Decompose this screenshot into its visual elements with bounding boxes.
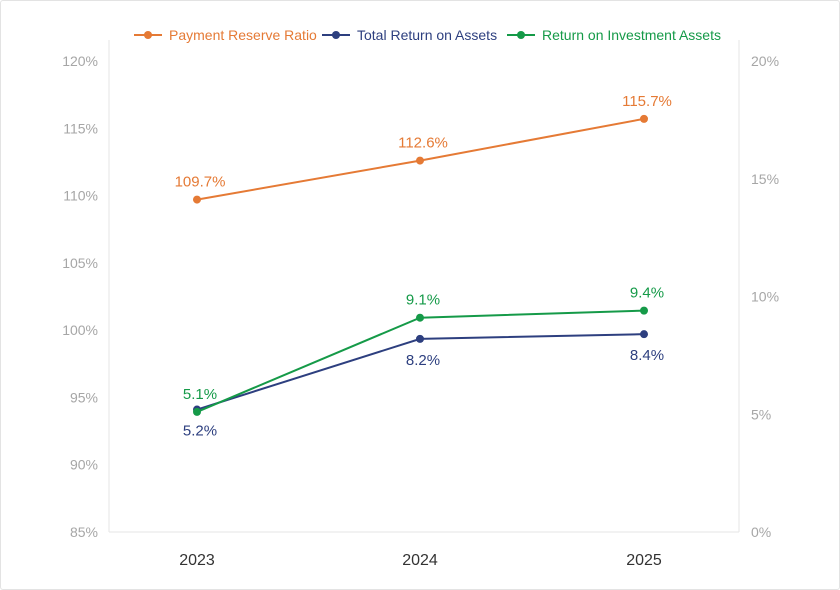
data-label: 5.1% — [183, 386, 217, 403]
y-right-tick-label: 5% — [751, 406, 771, 422]
y-left-tick-label: 105% — [62, 255, 98, 271]
legend-swatch-marker — [332, 31, 340, 39]
x-tick-label: 2024 — [402, 552, 438, 569]
series-return-on-investment-assets: 5.1% 9.1% 9.4% — [183, 285, 664, 416]
data-point — [416, 313, 424, 322]
legend-item: Return on Investment Assets — [507, 27, 721, 43]
y-left-tick-label: 100% — [62, 322, 98, 338]
data-point — [416, 334, 424, 343]
series-layer: 109.7% 112.6% 115.7% 5.2% 8.2% 8.4% 5.1% 9.1% 9.… — [175, 93, 672, 440]
legend-label: Payment Reserve Ratio — [169, 27, 317, 43]
data-point — [640, 306, 648, 315]
y-right-tick-label: 0% — [751, 524, 771, 540]
data-point — [193, 195, 201, 204]
y-left-tick-label: 95% — [70, 389, 98, 405]
legend-label: Total Return on Assets — [357, 27, 497, 43]
data-label: 109.7% — [175, 174, 226, 191]
legend: Payment Reserve Ratio Total Return on Ass… — [134, 27, 721, 43]
data-label: 8.2% — [406, 352, 440, 369]
x-tick-label: 2023 — [179, 552, 215, 569]
y-left-tick-label: 90% — [70, 457, 98, 473]
data-label: 5.2% — [183, 423, 217, 440]
series-payment-reserve-ratio: 109.7% 112.6% 115.7% — [175, 93, 672, 204]
series-line — [196, 333, 645, 411]
legend-item: Payment Reserve Ratio — [134, 27, 317, 43]
legend-swatch-marker — [144, 31, 152, 39]
data-label: 8.4% — [630, 347, 664, 364]
y-left-tick-label: 120% — [62, 53, 98, 69]
y-right-tick-label: 10% — [751, 289, 779, 305]
y-right-tick-label: 15% — [751, 171, 779, 187]
legend-item: Total Return on Assets — [322, 27, 497, 43]
y-left-tick-label: 115% — [63, 120, 98, 136]
legend-swatch-marker — [517, 31, 525, 39]
data-label: 112.6% — [398, 135, 448, 152]
x-tick-label: 2025 — [626, 552, 662, 569]
data-point — [193, 407, 201, 416]
data-label: 9.1% — [406, 292, 440, 309]
y-left-tick-label: 85% — [70, 524, 98, 540]
data-label: 9.4% — [630, 285, 664, 302]
legend-label: Return on Investment Assets — [542, 27, 721, 43]
y-left-tick-label: 110% — [63, 188, 98, 204]
series-total-return-on-assets: 5.2% 8.2% 8.4% — [183, 330, 664, 440]
data-point — [640, 114, 648, 123]
data-point — [416, 156, 424, 165]
y-right-tick-label: 20% — [751, 53, 779, 69]
axes: 85% 90% 95% 100% 105% 110% 115% 120% 0% 5% 10% 15% 2… — [62, 40, 779, 569]
data-label: 115.7% — [622, 93, 672, 110]
data-point — [640, 330, 648, 339]
